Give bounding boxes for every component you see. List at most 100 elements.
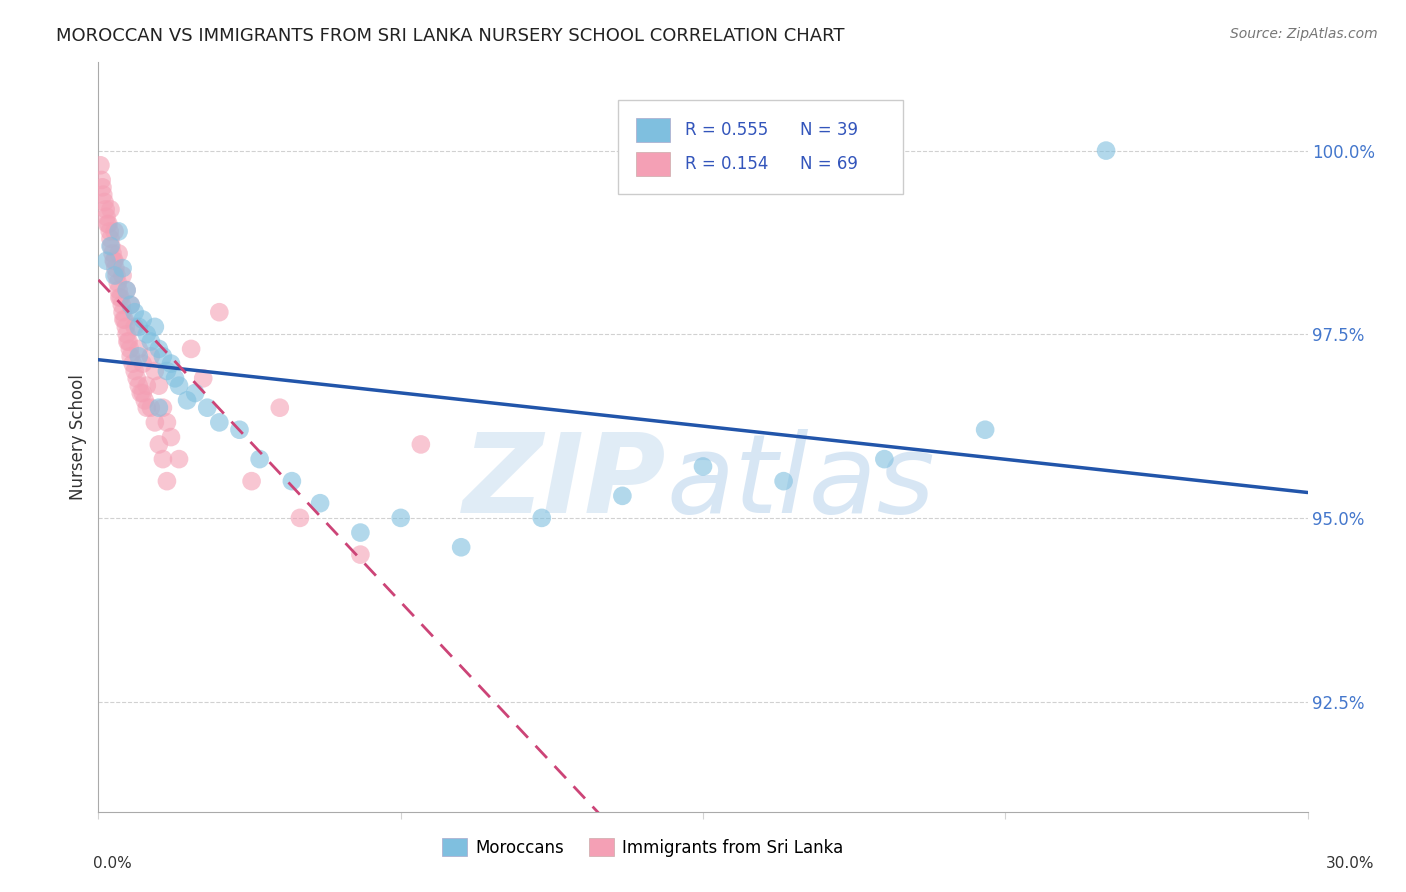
Point xyxy=(104,261,127,276)
Point xyxy=(94,202,117,217)
Point xyxy=(135,378,157,392)
Point xyxy=(974,423,997,437)
Point xyxy=(143,319,166,334)
Point xyxy=(96,217,118,231)
Point xyxy=(103,253,125,268)
Point xyxy=(114,312,136,326)
Point xyxy=(100,232,122,246)
Point xyxy=(156,364,179,378)
Point xyxy=(208,305,231,319)
Text: N = 69: N = 69 xyxy=(800,154,858,172)
Point xyxy=(124,319,146,334)
Point xyxy=(132,312,155,326)
Point xyxy=(163,371,186,385)
Legend: Moroccans, Immigrants from Sri Lanka: Moroccans, Immigrants from Sri Lanka xyxy=(434,832,851,863)
Point xyxy=(91,187,114,202)
Point xyxy=(148,378,170,392)
Point xyxy=(450,541,472,555)
Point xyxy=(120,349,142,363)
Point xyxy=(124,305,146,319)
Point xyxy=(121,357,143,371)
Point xyxy=(112,312,135,326)
Point xyxy=(143,364,166,378)
Point xyxy=(89,158,111,172)
Point xyxy=(91,180,114,194)
Point xyxy=(107,246,129,260)
Point xyxy=(128,378,150,392)
Point xyxy=(96,253,118,268)
Point xyxy=(111,261,134,276)
Point xyxy=(139,349,162,363)
Point xyxy=(128,349,150,363)
Point xyxy=(128,342,150,356)
Text: R = 0.555: R = 0.555 xyxy=(685,121,768,139)
Point xyxy=(195,401,218,415)
Text: ZIP: ZIP xyxy=(463,428,666,535)
Point xyxy=(139,334,162,349)
Point xyxy=(110,291,132,305)
Point xyxy=(409,437,432,451)
FancyBboxPatch shape xyxy=(619,100,903,194)
Point xyxy=(108,291,131,305)
Point xyxy=(167,378,190,392)
Point xyxy=(115,327,138,342)
Text: R = 0.154: R = 0.154 xyxy=(685,154,768,172)
Point xyxy=(772,474,794,488)
Point xyxy=(193,371,215,385)
Point xyxy=(389,511,412,525)
Point xyxy=(309,496,332,510)
Point xyxy=(96,210,118,224)
Y-axis label: Nursery School: Nursery School xyxy=(69,374,87,500)
FancyBboxPatch shape xyxy=(637,118,671,142)
Point xyxy=(148,437,170,451)
Point xyxy=(100,239,122,253)
Text: MOROCCAN VS IMMIGRANTS FROM SRI LANKA NURSERY SCHOOL CORRELATION CHART: MOROCCAN VS IMMIGRANTS FROM SRI LANKA NU… xyxy=(56,27,845,45)
Point xyxy=(530,511,553,525)
Point xyxy=(115,283,138,297)
Point xyxy=(135,401,157,415)
Point xyxy=(111,298,134,312)
Point xyxy=(90,173,112,187)
Point xyxy=(118,342,141,356)
Point xyxy=(107,276,129,290)
Point xyxy=(692,459,714,474)
Point xyxy=(129,386,152,401)
Text: N = 39: N = 39 xyxy=(800,121,858,139)
Point xyxy=(103,268,125,283)
Point xyxy=(249,452,271,467)
Point xyxy=(873,452,896,467)
Point xyxy=(103,224,125,238)
Text: 0.0%: 0.0% xyxy=(93,856,132,871)
Point xyxy=(1095,144,1118,158)
Point xyxy=(228,423,250,437)
Point xyxy=(115,283,138,297)
Point xyxy=(105,268,128,283)
Point xyxy=(93,194,115,209)
Point xyxy=(111,268,134,283)
Point xyxy=(152,401,174,415)
Point xyxy=(180,342,202,356)
Point xyxy=(281,474,304,488)
Point xyxy=(107,224,129,238)
Point xyxy=(132,386,155,401)
Point xyxy=(118,334,141,349)
FancyBboxPatch shape xyxy=(637,152,671,176)
Point xyxy=(160,430,183,444)
Point xyxy=(143,416,166,430)
Text: Source: ZipAtlas.com: Source: ZipAtlas.com xyxy=(1230,27,1378,41)
Point xyxy=(97,217,120,231)
Point xyxy=(128,319,150,334)
Point xyxy=(612,489,634,503)
Point xyxy=(124,364,146,378)
Point xyxy=(269,401,291,415)
Point xyxy=(107,283,129,297)
Text: 30.0%: 30.0% xyxy=(1326,856,1374,871)
Point xyxy=(101,246,124,260)
Point xyxy=(114,319,136,334)
Point xyxy=(184,386,207,401)
Point xyxy=(111,305,134,319)
Point xyxy=(349,548,371,562)
Point xyxy=(160,357,183,371)
Point xyxy=(152,349,174,363)
Point xyxy=(148,401,170,415)
